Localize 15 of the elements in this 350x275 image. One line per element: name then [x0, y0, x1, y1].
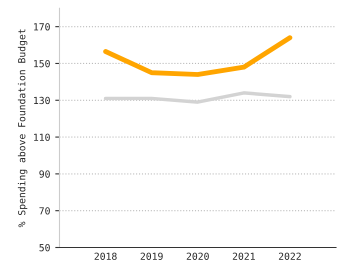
y-tick-label: 90	[39, 170, 50, 178]
y-tick-label: 130	[34, 96, 50, 104]
y-axis-title: % Spending above Foundation Budget	[18, 29, 28, 228]
x-tick-label: 2021	[232, 252, 255, 260]
y-tick-label: 170	[34, 23, 50, 31]
line-series	[103, 35, 292, 77]
y-tick-label: 50	[39, 244, 50, 252]
x-tick-label: 2018	[94, 252, 117, 260]
x-tick-label: 2019	[140, 252, 163, 260]
y-tick-label: 150	[34, 60, 50, 68]
y-tick-label: 70	[39, 207, 50, 215]
y-tick-label: 110	[34, 134, 50, 141]
line-series	[104, 91, 292, 104]
x-tick-label: 2020	[186, 252, 209, 260]
x-tick-label: 2022	[278, 252, 301, 260]
